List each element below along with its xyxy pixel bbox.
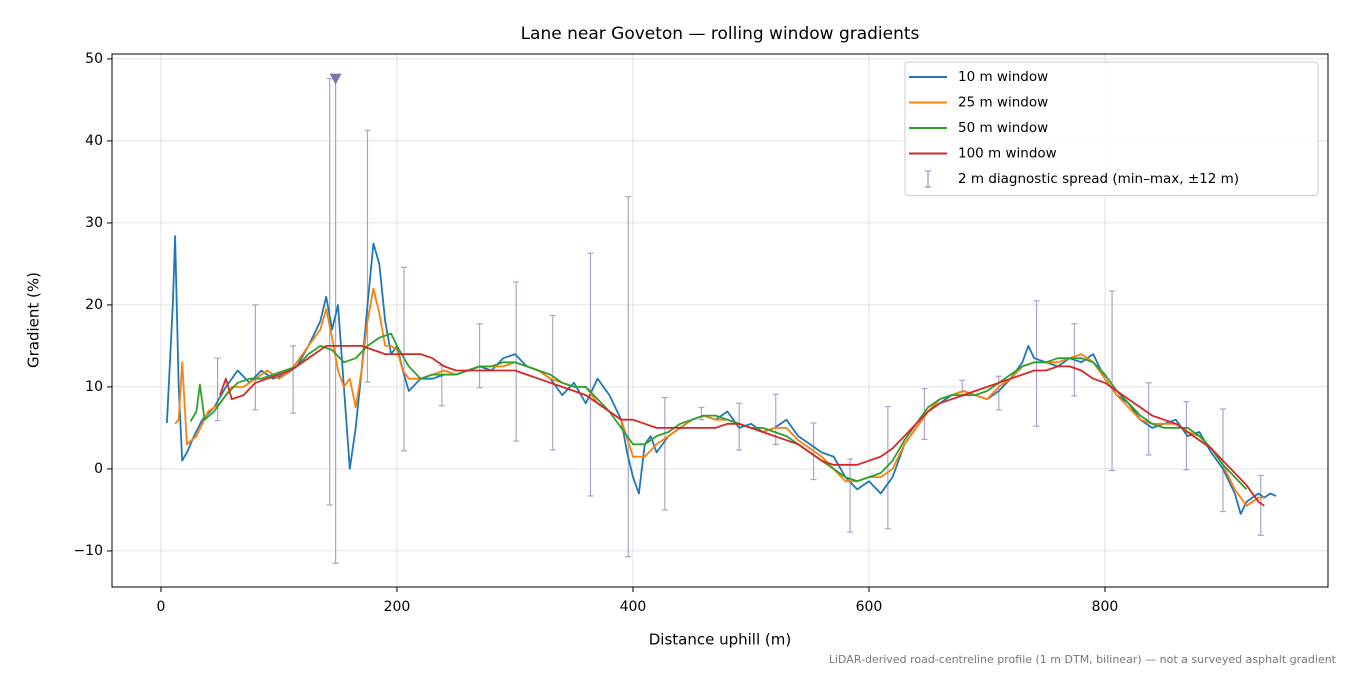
error-bar [884,406,891,530]
series-line [219,345,1265,507]
x-tick-label: 400 [620,599,647,615]
legend-label: 25 m window [958,95,1048,111]
error-bar [364,129,371,383]
legend: 10 m window 25 m window 50 m window 100 m w… [904,61,1319,196]
y-tick-label: 20 [85,297,103,313]
error-bar [1033,300,1040,427]
chart-title: Lane near Goveton — rolling window gradi… [521,24,920,44]
plot-frame [111,53,1329,588]
error-bar [476,323,483,389]
error-bar [698,406,705,421]
legend-box [904,61,1319,196]
error-bar [661,396,668,511]
error-bar [587,252,594,497]
error-bar [625,196,632,558]
error-bar [326,77,333,506]
legend-label: 100 m window [958,146,1057,162]
x-tick-label: 800 [1092,599,1119,615]
clip-marker [329,73,342,85]
footnote: LiDAR-derived road-centreline profile (1… [829,653,1337,666]
y-tick-label: 40 [85,133,103,149]
y-tick-label: 0 [94,461,103,477]
error-bar [1109,290,1116,472]
error-bar [252,304,259,411]
error-bar [1145,382,1152,456]
error-bar [847,458,854,533]
error-bar [513,281,520,442]
x-tick-label: 0 [157,599,166,615]
y-tick-label: 10 [85,379,103,395]
error-bar [959,379,966,397]
y-tick-label: −10 [73,543,103,559]
y-tick-label: 30 [85,215,103,231]
y-axis-label: Gradient (%) [25,272,43,368]
x-tick-label: 600 [856,599,883,615]
y-tick-label: 50 [85,51,103,67]
error-bar [290,345,297,414]
series-line [166,235,1277,515]
error-bar [1257,474,1264,536]
legend-label: 50 m window [958,120,1048,136]
x-axis-label: Distance uphill (m) [649,631,791,649]
x-tick-label: 200 [384,599,411,615]
legend-label: 2 m diagnostic spread (min–max, ±12 m) [958,171,1239,187]
series-line [189,332,1248,491]
legend-label: 10 m window [958,69,1048,85]
error-bar [214,357,221,422]
